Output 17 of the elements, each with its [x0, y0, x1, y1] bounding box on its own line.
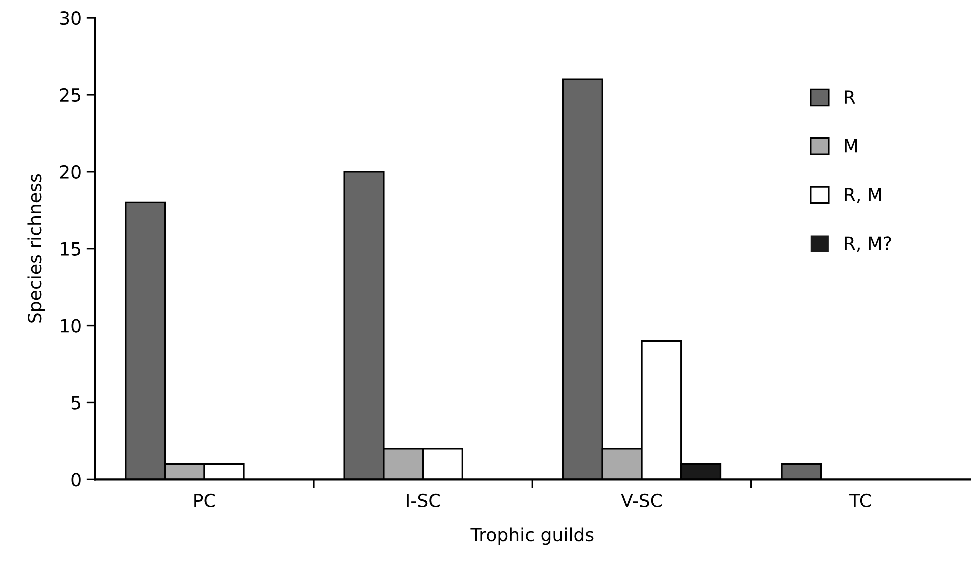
y-axis-title: Species richness — [28, 174, 46, 323]
y-tick-label: 5 — [72, 396, 80, 410]
x-tick-label: TC — [849, 494, 872, 508]
legend-label: R, M? — [845, 236, 892, 252]
y-tick-label: 15 — [61, 242, 80, 256]
y-tick-label: 10 — [61, 319, 81, 333]
x-tick-label: V-SC — [621, 494, 662, 508]
legend-label: R — [845, 90, 856, 104]
y-tick-label: 0 — [72, 473, 81, 487]
x-tick-label: PC — [194, 494, 216, 508]
y-tick-label: 30 — [60, 11, 81, 26]
legend-label: R, M — [845, 188, 882, 204]
y-tick-label: 25 — [60, 88, 80, 102]
legend-label: M — [845, 139, 858, 153]
x-axis-title: Trophic guilds — [470, 528, 594, 546]
y-tick-label: 20 — [60, 165, 81, 180]
x-tick-label: I-SC — [407, 494, 440, 508]
